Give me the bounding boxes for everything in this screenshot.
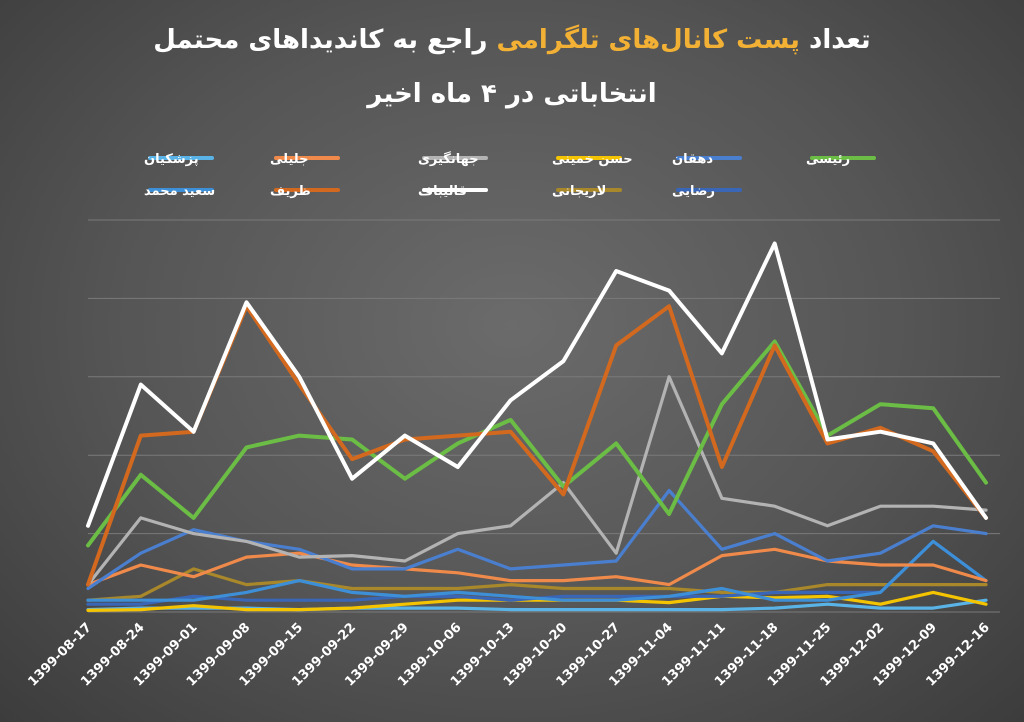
legend: پزشکیان جلیلی جهانگیری حسن خمینی دهقان رئیسی س… [144, 151, 876, 199]
series-line [86, 339, 988, 548]
chart-title-line2: انتخاباتی در ۴ ماه اخیر [365, 79, 656, 109]
series-line [86, 304, 988, 587]
series-lines [86, 241, 988, 613]
legend-label: جهانگیری [418, 151, 479, 167]
legend-label: قالیباف [418, 184, 467, 199]
series-line [86, 567, 988, 602]
series-line [86, 241, 988, 528]
chart-title-line1: تعداد پست کانال‌های تلگرامی راجع به کاند… [153, 24, 870, 55]
legend-label: دهقان [672, 152, 713, 167]
legend-label: جلیلی [270, 152, 308, 167]
x-axis: 1399-08-171399-08-241399-09-011399-09-08… [25, 620, 992, 689]
legend-label: سعید محمد [144, 184, 215, 199]
series-line [86, 539, 988, 602]
title-part1: تعداد [809, 25, 871, 55]
legend-label: حسن خمینی [552, 152, 633, 167]
legend-label: رضایی [672, 184, 715, 199]
series-line [86, 375, 988, 587]
title-highlight: پست کانال‌های تلگرامی [497, 24, 800, 55]
series-line [86, 547, 988, 587]
legend-label: ظریف [270, 184, 311, 199]
legend-label: لاریجانی [552, 184, 606, 199]
title-part2: راجع به کاندیداهای محتمل [153, 25, 487, 55]
legend-label: رئیسی [806, 152, 850, 167]
legend-label: پزشکیان [144, 152, 199, 167]
